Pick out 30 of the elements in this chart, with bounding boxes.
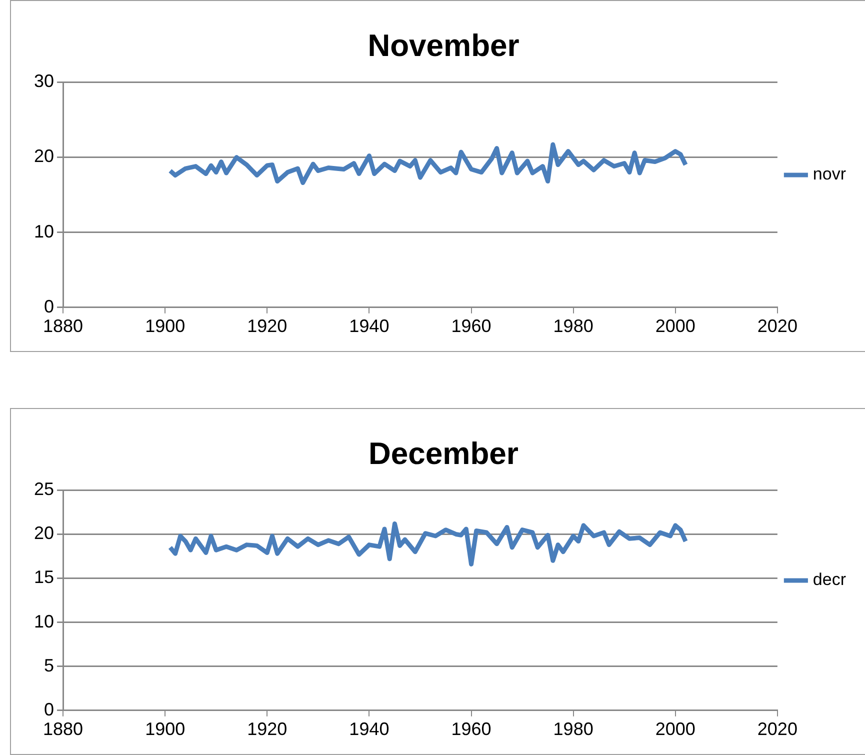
- x-tick-label: 2020: [757, 316, 798, 336]
- y-tick-label: 30: [34, 71, 54, 92]
- legend-label: novr: [812, 164, 846, 184]
- y-tick-label: 20: [34, 523, 54, 544]
- x-tick-label: 1920: [247, 316, 288, 336]
- x-tick-label: 1960: [451, 719, 492, 740]
- x-tick-label: 1980: [553, 316, 594, 336]
- x-tick-label: 1880: [43, 719, 84, 740]
- x-tick-label: 1920: [247, 719, 288, 740]
- y-tick-label: 10: [34, 221, 54, 242]
- chart-title: November: [368, 28, 520, 64]
- x-tick-label: 1900: [145, 316, 186, 336]
- y-tick-label: 5: [44, 655, 54, 676]
- y-tick-label: 15: [34, 567, 54, 588]
- y-tick-label: 0: [44, 699, 54, 720]
- y-tick-label: 0: [44, 296, 54, 316]
- y-tick-label: 25: [34, 479, 54, 500]
- x-tick-label: 1880: [43, 316, 84, 336]
- y-tick-label: 20: [34, 146, 54, 166]
- x-tick-label: 1940: [349, 719, 390, 740]
- x-tick-label: 1940: [349, 316, 390, 336]
- x-tick-label: 2000: [655, 316, 696, 336]
- x-tick-label: 2000: [655, 719, 696, 740]
- x-tick-label: 1980: [553, 719, 594, 740]
- x-tick-label: 2020: [757, 719, 798, 740]
- x-tick-label: 1960: [451, 316, 492, 336]
- legend-label: decr: [812, 570, 846, 590]
- y-tick-label: 10: [34, 611, 54, 632]
- chart-title: December: [368, 436, 518, 472]
- x-tick-label: 1900: [145, 719, 186, 740]
